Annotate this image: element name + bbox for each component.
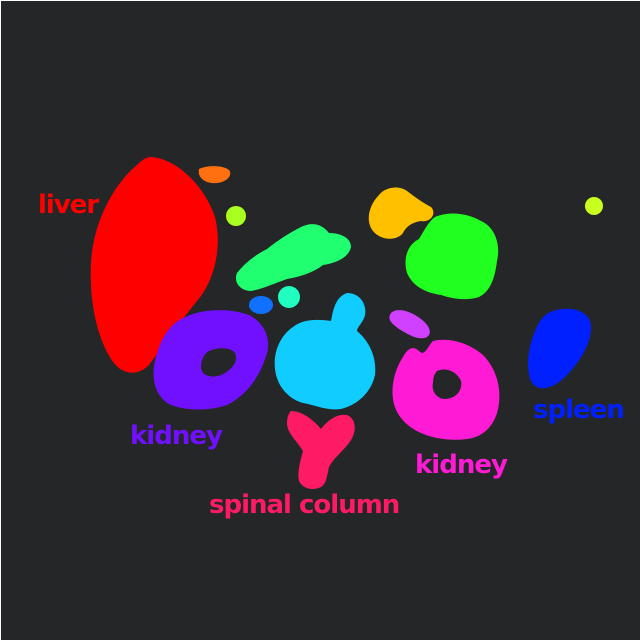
small-yellow-green-region (226, 206, 246, 226)
gallbladder-region (198, 166, 231, 184)
label-spleen: spleen (533, 395, 624, 425)
label-liver: liver (38, 190, 99, 220)
pancreas-region (235, 224, 351, 291)
stomach-region (368, 187, 434, 239)
bowel-region (405, 213, 499, 300)
label-spinal-column: spinal column (209, 490, 399, 520)
small-cyan-region (278, 286, 300, 308)
kidney-left-region (153, 310, 269, 410)
kidney-right-region (392, 339, 500, 440)
central-cyan-region (274, 293, 376, 410)
small-yellow-dot-region (585, 197, 603, 215)
small-magenta-region (389, 310, 430, 339)
label-kidney-left: kidney (130, 421, 223, 451)
label-kidney-right: kidney (415, 450, 508, 480)
liver-region (90, 157, 218, 373)
small-blue-region (249, 296, 273, 314)
spinal-column-region (287, 411, 355, 489)
spleen-region (528, 308, 591, 389)
